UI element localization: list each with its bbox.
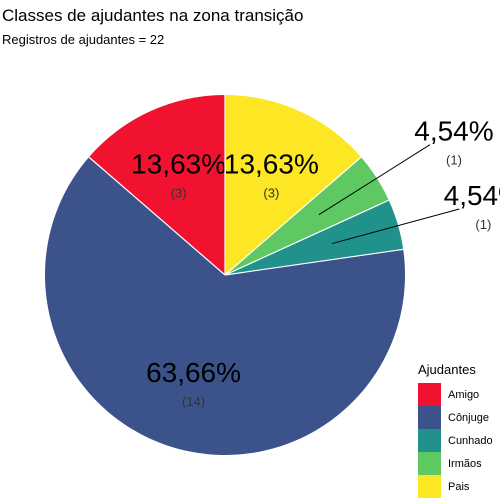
slice-count-label-pais: (3) bbox=[263, 185, 279, 200]
legend-swatch-cunhado bbox=[418, 429, 441, 452]
slice-count-label-irmaos: (1) bbox=[446, 153, 462, 168]
legend-swatch-amigo bbox=[418, 383, 441, 406]
legend-item-conjuge: Cônjuge bbox=[418, 406, 493, 429]
chart-title: Classes de ajudantes na zona transição bbox=[2, 6, 304, 25]
legend-item-irmaos: Irmãos bbox=[418, 452, 493, 475]
legend-swatch-irmaos bbox=[418, 452, 441, 475]
legend-label-conjuge: Cônjuge bbox=[448, 411, 489, 424]
slice-percent-label-irmaos: 4,54% bbox=[414, 116, 493, 147]
leader-line-cunhado bbox=[331, 208, 460, 245]
slice-percent-label-pais: 13,63% bbox=[224, 148, 319, 179]
slice-percent-label-conjuge: 63,66% bbox=[146, 357, 241, 388]
slice-percent-label-amigo: 13,63% bbox=[131, 148, 226, 179]
pie-slice-cunhado bbox=[225, 200, 404, 275]
legend: Ajudantes Amigo Cônjuge Cunhado Irmãos Pais bbox=[418, 362, 493, 498]
pie-slice-conjuge bbox=[45, 157, 405, 455]
legend-item-pais: Pais bbox=[418, 475, 493, 498]
slice-divider bbox=[224, 156, 362, 276]
pie-slice-amigo bbox=[88, 95, 225, 275]
slice-divider bbox=[224, 199, 389, 276]
legend-label-irmaos: Irmãos bbox=[448, 457, 482, 470]
slice-percent-label-cunhado: 4,54% bbox=[444, 180, 500, 211]
leader-line-irmaos bbox=[318, 144, 431, 216]
legend-item-amigo: Amigo bbox=[418, 383, 493, 406]
slice-divider bbox=[88, 156, 226, 276]
legend-title: Ajudantes bbox=[418, 362, 476, 377]
pie-slice-irmaos bbox=[225, 157, 389, 275]
slice-divider bbox=[224, 248, 404, 276]
legend-label-cunhado: Cunhado bbox=[448, 434, 493, 447]
legend-label-pais: Pais bbox=[448, 480, 470, 493]
pie-slice-pais bbox=[225, 95, 362, 275]
chart-subtitle: Registros de ajudantes = 22 bbox=[2, 32, 165, 47]
legend-label-amigo: Amigo bbox=[448, 388, 480, 401]
legend-swatch-conjuge bbox=[418, 406, 441, 429]
legend-swatch-pais bbox=[418, 475, 441, 498]
legend-item-cunhado: Cunhado bbox=[418, 429, 493, 452]
slice-count-label-amigo: (3) bbox=[171, 185, 187, 200]
slice-count-label-cunhado: (1) bbox=[475, 217, 491, 232]
slice-count-label-conjuge: (14) bbox=[182, 394, 205, 409]
